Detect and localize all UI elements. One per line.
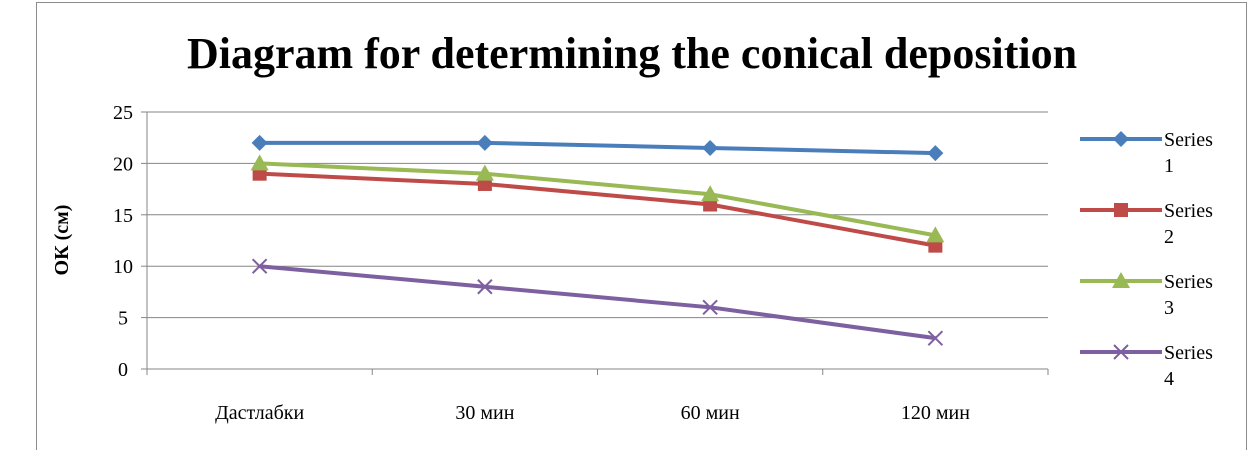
- legend-label-2: Series 2: [1164, 200, 1213, 248]
- series-4-line: [259, 264, 936, 341]
- y-tick-label-10: 10: [113, 256, 133, 278]
- y-tick-label-25: 25: [113, 102, 133, 124]
- axes: 0 5 10 15 20 25 Дастлабки 30 мин 60 мин 120 мин: [113, 102, 1049, 424]
- series-1-line: [259, 140, 936, 156]
- series-4-point-3: [927, 330, 944, 346]
- series-1-point-1: [476, 134, 493, 151]
- series-3-line: [259, 161, 936, 238]
- series-4-point-2-stroke-b: [702, 299, 718, 316]
- series-1-point-3: [927, 145, 944, 162]
- series-4: [251, 258, 944, 346]
- series-1: [251, 134, 944, 162]
- series-1-point-2: [702, 139, 719, 156]
- legend-swatch-marker-1: [1113, 131, 1129, 147]
- series-2: [252, 166, 943, 253]
- legend-entry-1: Series 1: [1080, 129, 1213, 177]
- legend-entry-3: Series 3: [1080, 271, 1213, 319]
- series-3-point-3: [926, 226, 945, 243]
- y-tick-label-15: 15: [113, 205, 133, 227]
- y-tick-label-0: 0: [118, 359, 128, 381]
- series-4-point-2: [702, 299, 718, 316]
- legend-label-4: Series 4: [1164, 342, 1213, 390]
- legend-label-line-3-0: Series: [1164, 271, 1213, 293]
- series-4-point-3-stroke-b: [927, 330, 944, 346]
- y-tick-label-20: 20: [113, 153, 133, 175]
- series-3: [250, 154, 945, 243]
- legend-entry-4: Series 4: [1080, 342, 1213, 390]
- x-tick-label-2: 60 мин: [681, 402, 740, 424]
- legend-label-1: Series 1: [1164, 129, 1213, 177]
- x-tick-label-3: 120 мин: [901, 402, 970, 424]
- chart-frame: [36, 2, 1247, 450]
- series-2-line: [259, 171, 936, 248]
- chart-title: Diagram for determining the conical depo…: [187, 29, 1077, 78]
- legend-swatch-marker-4: [1113, 344, 1129, 360]
- series-3-point-2: [701, 185, 720, 202]
- y-axis-label: ОК (см): [51, 205, 73, 276]
- x-tick-label-1: 30 мин: [455, 402, 514, 424]
- series-3-point-1: [475, 164, 494, 181]
- legend-label-3: Series 3: [1164, 271, 1213, 319]
- legend-label-line-2-0: Series: [1164, 200, 1213, 222]
- legend-label-line-1-1: 1: [1164, 155, 1174, 177]
- legend-label-line-4-0: Series: [1164, 342, 1213, 364]
- series-3-point-0: [250, 154, 269, 171]
- x-tick-label-0: Дастлабки: [215, 402, 304, 424]
- legend-swatch-marker-2: [1114, 203, 1128, 217]
- series-layer: [250, 134, 945, 346]
- legend-label-line-4-1: 4: [1164, 368, 1174, 390]
- series-4-point-0: [251, 258, 268, 274]
- legend: Series 1 Series 2 Series 3 Series 4: [1080, 129, 1213, 390]
- series-4-point-0-stroke-b: [251, 258, 268, 274]
- legend-swatch-marker-4-stroke-b: [1113, 344, 1129, 360]
- series-4-point-1-stroke-b: [477, 279, 493, 295]
- legend-label-line-2-1: 2: [1164, 226, 1174, 248]
- series-1-point-0: [251, 134, 268, 151]
- y-tick-label-5: 5: [118, 308, 128, 330]
- series-4-point-1: [477, 279, 493, 295]
- legend-label-line-3-1: 3: [1164, 297, 1174, 319]
- legend-entry-2: Series 2: [1080, 200, 1213, 248]
- legend-label-line-1-0: Series: [1164, 129, 1213, 151]
- legend-swatch-marker-3: [1112, 272, 1130, 288]
